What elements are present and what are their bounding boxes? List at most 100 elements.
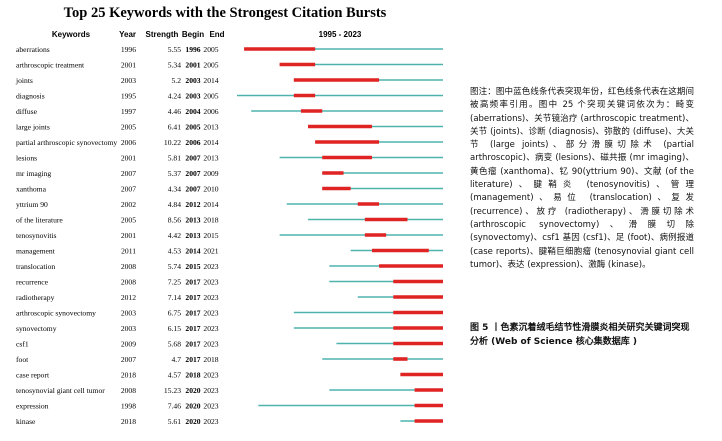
year-value: 2007: [121, 169, 136, 178]
begin-value: 2006: [185, 138, 200, 147]
year-value: 2008: [121, 386, 136, 395]
keyword-label: yttrium 90: [16, 200, 48, 209]
keyword-label: case report: [16, 370, 50, 379]
keyword-label: joints: [15, 76, 33, 85]
header-row: Keywords Year Strength Begin End 1995 - 2023: [52, 30, 362, 39]
burst-row: arthroscopic treatment 2001 5.34 2001 2005: [16, 60, 443, 69]
keyword-label: management: [16, 246, 56, 255]
year-value: 2006: [121, 138, 136, 147]
begin-value: 2014: [185, 246, 200, 255]
end-value: 2023: [203, 262, 218, 271]
strength-value: 5.37: [168, 169, 181, 178]
keyword-label: xanthoma: [16, 184, 47, 193]
keyword-label: recurrence: [16, 277, 49, 286]
end-value: 2013: [203, 153, 218, 162]
begin-value: 2007: [185, 184, 200, 193]
year-value: 2005: [121, 215, 136, 224]
begin-value: 2003: [185, 76, 200, 85]
figure-note: 图注：图中蓝色线条代表突现年份，红色线条代表在这期间被高频率引用。图中 25 个…: [470, 86, 694, 272]
begin-value: 2017: [185, 339, 200, 348]
burst-row: diagnosis 1995 4.24 2003 2005: [16, 91, 443, 100]
keyword-label: radiotherapy: [16, 293, 55, 302]
burst-row: case report 2018 4.57 2018 2023: [16, 370, 443, 379]
burst-row: kinase 2018 5.61 2020 2023: [16, 417, 443, 426]
keyword-label: lesions: [16, 153, 37, 162]
begin-value: 2020: [185, 417, 200, 426]
strength-value: 4.53: [168, 246, 181, 255]
strength-value: 5.55: [168, 45, 181, 54]
end-value: 2023: [203, 417, 218, 426]
keyword-label: aberrations: [16, 45, 50, 54]
burst-row: tenosynovitis 2001 4.42 2013 2015: [16, 231, 443, 240]
year-value: 2009: [121, 339, 136, 348]
end-value: 2015: [203, 231, 218, 240]
strength-value: 6.15: [168, 324, 181, 333]
year-value: 2002: [121, 200, 136, 209]
year-value: 1996: [121, 45, 136, 54]
year-value: 2003: [121, 324, 136, 333]
year-value: 1995: [121, 91, 136, 100]
strength-value: 4.34: [168, 184, 181, 193]
strength-value: 5.81: [168, 153, 181, 162]
burst-row: csf1 2009 5.68 2017 2023: [16, 339, 443, 348]
chart-title: Top 25 Keywords with the Strongest Citat…: [64, 5, 387, 21]
keyword-label: expression: [16, 401, 49, 410]
begin-value: 2013: [185, 231, 200, 240]
keyword-label: tenosynovial giant cell tumor: [16, 386, 105, 395]
strength-value: 5.74: [168, 262, 181, 271]
strength-value: 6.41: [168, 122, 181, 131]
begin-value: 2001: [185, 60, 200, 69]
end-value: 2014: [203, 138, 218, 147]
year-value: 2003: [121, 308, 136, 317]
strength-value: 5.61: [168, 417, 181, 426]
begin-value: 2005: [185, 122, 200, 131]
burst-row: aberrations 1996 5.55 1996 2005: [16, 45, 443, 54]
burst-row: diffuse 1997 4.46 2004 2006: [16, 107, 443, 116]
burst-rows: aberrations 1996 5.55 1996 2005arthroscopic …: [15, 45, 443, 426]
year-value: 2011: [121, 246, 136, 255]
burst-row: management 2011 4.53 2014 2021: [16, 246, 443, 255]
strength-value: 8.56: [168, 215, 181, 224]
strength-value: 15.23: [164, 386, 181, 395]
strength-value: 4.42: [168, 231, 181, 240]
end-value: 2023: [203, 324, 218, 333]
year-value: 2018: [121, 417, 136, 426]
year-value: 2001: [121, 153, 136, 162]
end-value: 2023: [203, 401, 218, 410]
burst-row: radiotherapy 2012 7.14 2017 2023: [16, 293, 443, 302]
burst-row: of the literature 2005 8.56 2013 2018: [16, 215, 443, 224]
strength-value: 5.68: [168, 339, 181, 348]
strength-value: 10.22: [164, 138, 181, 147]
keyword-label: kinase: [16, 417, 36, 426]
column-header: Begin: [182, 30, 204, 39]
burst-row: tenosynovial giant cell tumor 2008 15.23 20…: [16, 386, 443, 395]
burst-row: synovectomy 2003 6.15 2017 2023: [16, 324, 443, 333]
end-value: 2005: [203, 60, 218, 69]
column-header: Keywords: [52, 30, 91, 39]
end-value: 2023: [203, 308, 218, 317]
begin-value: 2017: [185, 355, 200, 364]
burst-row: expression 1998 7.46 2020 2023: [16, 401, 443, 410]
begin-value: 2007: [185, 153, 200, 162]
end-value: 2014: [203, 76, 218, 85]
note-text: 图注：图中蓝色线条代表突现年份，红色线条代表在这期间被高频率引用。图中 25 个…: [470, 87, 694, 270]
end-value: 2021: [203, 246, 218, 255]
end-value: 2023: [203, 339, 218, 348]
end-value: 2005: [203, 45, 218, 54]
year-value: 1997: [121, 107, 136, 116]
burst-row: xanthoma 2007 4.34 2007 2010: [16, 184, 443, 193]
end-value: 2023: [203, 386, 218, 395]
keyword-label: partial arthroscopic synovectomy: [16, 138, 117, 147]
end-value: 2010: [203, 184, 218, 193]
keyword-label: arthroscopic synovectomy: [16, 308, 96, 317]
year-value: 1998: [121, 401, 136, 410]
end-value: 2023: [203, 293, 218, 302]
burst-row: arthroscopic synovectomy 2003 6.75 2017 2023: [16, 308, 443, 317]
citation-burst-chart: Top 25 Keywords with the Strongest Citat…: [15, 5, 443, 426]
begin-value: 1996: [185, 45, 200, 54]
begin-value: 2020: [185, 386, 200, 395]
keyword-label: tenosynovitis: [16, 231, 57, 240]
begin-value: 2017: [185, 293, 200, 302]
burst-row: yttrium 90 2002 4.84 2012 2014: [16, 200, 443, 209]
